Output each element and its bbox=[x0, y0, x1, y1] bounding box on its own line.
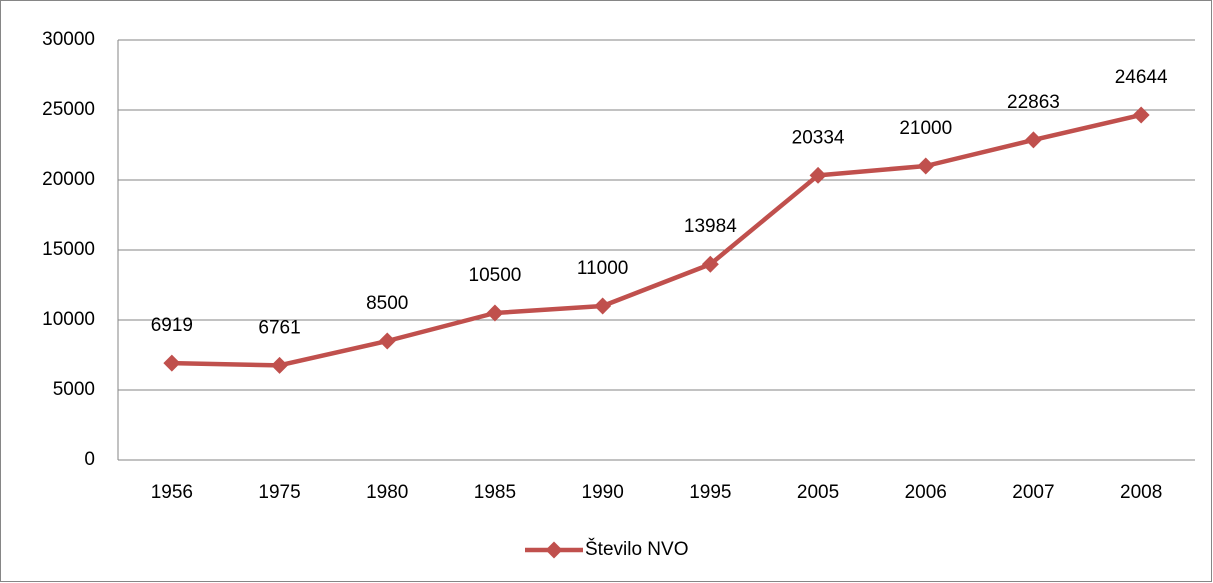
x-tick-label: 2006 bbox=[905, 482, 947, 503]
x-tick-label: 1990 bbox=[582, 482, 624, 503]
x-tick-label: 2007 bbox=[1012, 482, 1054, 503]
x-tick-label: 1995 bbox=[689, 482, 731, 503]
data-label: 6761 bbox=[258, 317, 300, 338]
data-label: 20334 bbox=[792, 127, 845, 148]
marker bbox=[378, 332, 396, 350]
x-tick-label: 1980 bbox=[366, 482, 408, 503]
x-tick-label: 2005 bbox=[797, 482, 839, 503]
x-tick-label: 1985 bbox=[474, 482, 516, 503]
data-label: 24644 bbox=[1115, 67, 1168, 88]
y-tick-label: 5000 bbox=[53, 379, 95, 400]
y-tick-label: 10000 bbox=[42, 309, 95, 330]
y-tick-label: 15000 bbox=[42, 239, 95, 260]
data-label: 21000 bbox=[899, 118, 952, 139]
x-tick-label: 2008 bbox=[1120, 482, 1162, 503]
x-tick-label: 1956 bbox=[151, 482, 193, 503]
y-tick-label: 0 bbox=[84, 449, 95, 470]
data-label: 6919 bbox=[151, 315, 193, 336]
marker bbox=[594, 297, 612, 315]
marker bbox=[271, 356, 289, 374]
data-label: 10500 bbox=[469, 265, 522, 286]
data-label: 13984 bbox=[684, 216, 737, 237]
marker bbox=[163, 354, 181, 372]
y-tick-label: 25000 bbox=[42, 99, 95, 120]
data-label: 11000 bbox=[577, 258, 628, 279]
x-tick-label: 1975 bbox=[258, 482, 300, 503]
data-label: 8500 bbox=[366, 293, 408, 314]
line bbox=[171, 112, 1142, 368]
marker bbox=[486, 304, 504, 322]
legend-marker bbox=[545, 541, 563, 559]
marker bbox=[701, 255, 719, 273]
legend-label: Število NVO bbox=[585, 538, 688, 560]
data-label: 22863 bbox=[1007, 92, 1060, 113]
marker bbox=[917, 157, 935, 175]
y-tick-label: 30000 bbox=[42, 29, 95, 50]
y-tick-label: 20000 bbox=[42, 169, 95, 190]
marker bbox=[809, 166, 827, 184]
